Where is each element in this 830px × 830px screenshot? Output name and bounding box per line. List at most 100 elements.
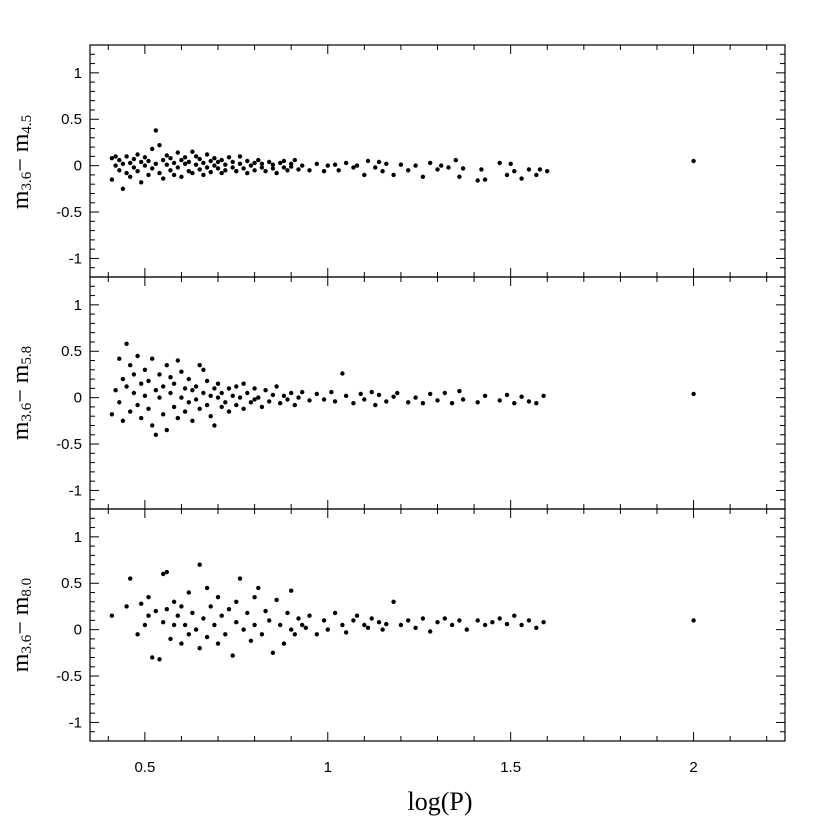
data-point	[274, 597, 279, 603]
data-point	[237, 161, 243, 166]
data-point	[296, 167, 301, 172]
data-point	[150, 356, 155, 361]
data-point	[150, 146, 155, 152]
data-point	[164, 162, 169, 167]
data-point	[263, 608, 268, 614]
data-point	[219, 404, 224, 410]
data-point	[479, 167, 484, 172]
data-point	[182, 622, 188, 628]
data-point	[343, 160, 349, 166]
data-point	[175, 613, 180, 618]
y-tick-label: 0.5	[61, 343, 82, 360]
data-point	[285, 610, 290, 616]
data-point	[153, 608, 158, 614]
data-point	[171, 160, 177, 166]
data-point	[270, 162, 276, 167]
data-point	[201, 616, 206, 621]
data-point	[223, 162, 228, 167]
data-point	[197, 156, 202, 162]
data-point	[120, 418, 126, 423]
data-point	[526, 399, 532, 404]
data-point	[362, 622, 367, 628]
data-point	[201, 160, 206, 166]
data-point	[234, 402, 239, 408]
data-point	[168, 375, 173, 380]
data-point	[457, 618, 462, 623]
data-point	[182, 386, 188, 391]
y-tick-label: -0.5	[56, 436, 82, 453]
data-point	[534, 401, 539, 406]
data-point	[300, 163, 305, 168]
data-point	[303, 625, 308, 630]
data-point	[351, 618, 356, 623]
data-point	[497, 160, 502, 166]
data-point	[186, 376, 191, 382]
data-point	[168, 390, 173, 396]
data-point	[164, 427, 169, 433]
data-point	[519, 176, 524, 181]
data-point	[146, 378, 151, 384]
data-point	[204, 585, 210, 591]
data-point	[395, 390, 400, 396]
data-point	[212, 423, 217, 428]
data-point	[413, 625, 418, 630]
data-point	[289, 164, 294, 169]
y-tick-label: -0.5	[56, 668, 82, 685]
data-point	[325, 627, 330, 632]
data-point	[270, 392, 276, 398]
data-point	[230, 159, 235, 165]
data-point	[135, 353, 140, 359]
data-point	[237, 395, 243, 400]
data-point	[263, 388, 268, 393]
data-point	[153, 128, 158, 133]
data-point	[124, 170, 129, 176]
data-point	[234, 599, 239, 604]
data-point	[146, 613, 151, 618]
data-point	[135, 402, 140, 408]
data-point	[131, 372, 137, 377]
data-point	[179, 641, 184, 646]
data-point	[223, 168, 228, 173]
data-point	[157, 372, 162, 377]
data-point	[289, 588, 294, 593]
data-point	[314, 161, 319, 166]
data-point	[537, 167, 543, 172]
data-point	[124, 604, 129, 609]
data-point	[475, 400, 480, 405]
data-point	[142, 393, 148, 398]
data-point	[252, 595, 257, 600]
data-point	[281, 165, 287, 170]
data-point	[124, 384, 129, 389]
data-point	[504, 392, 510, 398]
data-point	[420, 401, 426, 406]
data-point	[128, 576, 133, 581]
data-point	[446, 165, 451, 170]
data-point	[453, 157, 458, 163]
data-point	[285, 168, 290, 173]
data-point	[256, 157, 261, 163]
data-point	[406, 168, 411, 173]
data-point	[263, 169, 268, 174]
y-tick-label: -1	[69, 482, 82, 499]
data-point	[274, 170, 279, 176]
data-point	[131, 156, 137, 162]
data-point	[109, 177, 115, 182]
data-point	[365, 625, 371, 630]
data-point	[296, 395, 301, 400]
data-point	[281, 158, 287, 164]
data-point	[186, 632, 191, 637]
data-point	[307, 613, 312, 618]
data-point	[161, 412, 166, 417]
data-point	[314, 632, 319, 637]
data-point	[526, 618, 532, 623]
data-point	[120, 161, 126, 166]
data-point	[117, 157, 122, 163]
data-point	[193, 384, 199, 389]
data-point	[139, 415, 144, 421]
data-point	[252, 160, 257, 166]
data-point	[120, 376, 126, 382]
data-point	[300, 622, 305, 628]
data-point	[241, 406, 246, 411]
data-point	[182, 155, 188, 160]
